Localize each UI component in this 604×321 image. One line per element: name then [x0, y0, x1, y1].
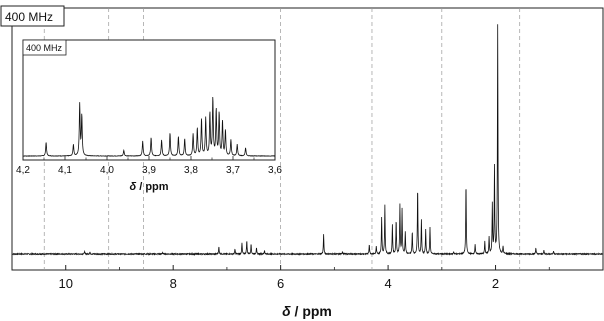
inset-x-tick-label: 3,9: [142, 165, 156, 176]
main-x-axis-title-unit: / ppm: [291, 303, 332, 319]
inset-x-axis-title-unit: / ppm: [136, 181, 169, 193]
inset-x-axis-title: δ / ppm: [129, 181, 168, 193]
inset-x-tick-label: 4,0: [100, 165, 114, 176]
inset-x-tick-label: 4,2: [16, 165, 30, 176]
x-tick-label: 6: [277, 276, 284, 291]
inset-chart: 4,2 4,1 4,0 3,9 3,8 3,7 3,6 400 MHz δ / ppm: [16, 39, 282, 193]
x-tick-label: 2: [492, 276, 499, 291]
inset-x-tick-label: 3,6: [268, 165, 282, 176]
inset-x-axis-ticks: 4,2 4,1 4,0 3,9 3,8 3,7 3,6: [16, 156, 282, 176]
inset-x-tick-label: 3,7: [226, 165, 240, 176]
main-x-axis-title: δ / ppm: [282, 303, 332, 319]
main-spectrum-trace: [11, 24, 604, 256]
main-x-axis-ticks: 10 8 6 4 2: [11, 265, 604, 291]
x-tick-label: 4: [384, 276, 391, 291]
inset-frequency-label: 400 MHz: [26, 43, 63, 53]
main-frequency-label-box: [0, 5, 65, 27]
inset-x-tick-label: 4,1: [58, 165, 72, 176]
main-plot-frame: [11, 7, 604, 271]
inset-x-axis-title-symbol: δ: [129, 181, 136, 193]
x-tick-label: 8: [170, 276, 177, 291]
inset-plot-frame: [22, 39, 276, 161]
main-frequency-label: 400 MHz: [5, 10, 53, 24]
inset-spectrum-trace: [22, 96, 276, 157]
inset-x-tick-label: 3,8: [184, 165, 198, 176]
x-tick-label: 10: [58, 276, 72, 291]
inset-frequency-label-box: [22, 39, 67, 56]
main-x-axis-title-symbol: δ: [282, 303, 291, 319]
